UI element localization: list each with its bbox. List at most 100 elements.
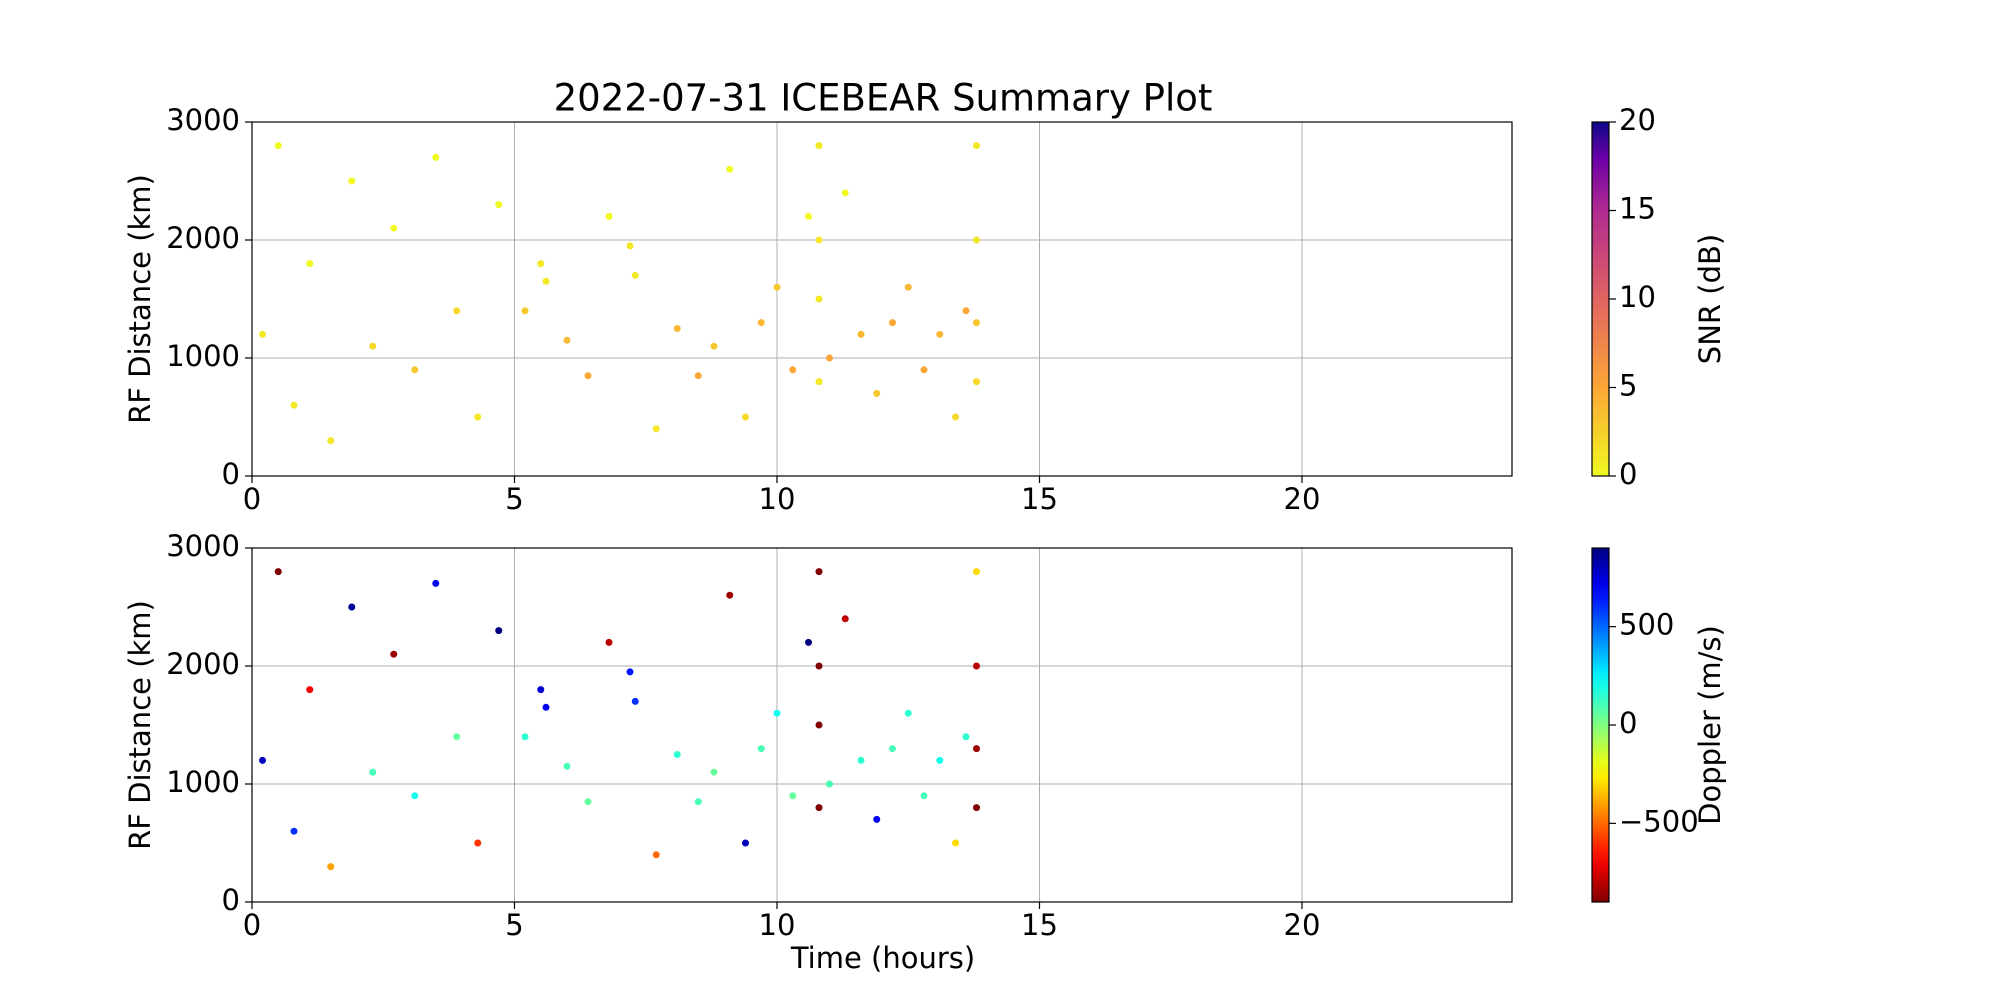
data-point	[390, 224, 398, 232]
data-point	[474, 413, 482, 421]
colorbar-tick-label: 500	[1619, 608, 1674, 642]
data-point	[815, 568, 823, 576]
x-tick-label: 15	[1021, 908, 1058, 942]
colorbar-tick-label: 20	[1619, 103, 1656, 137]
colorbar	[1591, 121, 1610, 477]
data-point	[694, 798, 702, 806]
data-point	[815, 378, 823, 386]
data-point	[815, 236, 823, 244]
x-tick-label: 20	[1284, 482, 1321, 516]
data-point	[537, 686, 545, 694]
plot-frame	[251, 547, 1513, 903]
data-point	[757, 745, 765, 753]
data-point	[789, 366, 797, 374]
data-point	[973, 378, 980, 386]
data-point	[857, 756, 865, 764]
colorbar-tick-label: 15	[1619, 192, 1656, 226]
x-axis-label: Time (hours)	[790, 941, 975, 975]
data-point	[274, 568, 282, 576]
data-point	[327, 863, 335, 871]
data-point	[348, 177, 356, 185]
data-point	[453, 733, 461, 741]
x-tick-label: 0	[243, 908, 261, 942]
data-point	[626, 242, 634, 250]
y-tick-label: 2000	[166, 647, 240, 681]
data-point	[631, 271, 639, 279]
chart-title: 2022-07-31 ICEBEAR Summary Plot	[554, 77, 1213, 120]
data-point	[274, 142, 282, 150]
data-point	[873, 815, 881, 823]
x-tick-label: 15	[1021, 482, 1058, 516]
data-point	[757, 319, 765, 327]
y-tick-label: 3000	[166, 103, 240, 137]
data-point	[889, 745, 896, 753]
data-point	[605, 638, 613, 646]
colorbar-tick-label: 5	[1619, 369, 1637, 403]
data-point	[973, 662, 980, 670]
y-tick-label: 3000	[166, 529, 240, 563]
data-point	[626, 668, 634, 676]
y-tick-label: 0	[222, 457, 240, 491]
data-point	[815, 142, 823, 150]
colorbar-tick-label: 10	[1619, 280, 1656, 314]
data-point	[742, 413, 749, 421]
data-point	[563, 336, 571, 344]
data-point	[474, 839, 482, 847]
data-point	[411, 792, 419, 800]
data-point	[973, 236, 980, 244]
colorbar	[1591, 547, 1610, 903]
x-tick-label: 20	[1284, 908, 1321, 942]
data-point	[605, 212, 613, 220]
data-point	[815, 662, 823, 670]
colorbar-tick-label: 0	[1619, 457, 1637, 491]
data-point	[290, 827, 298, 835]
data-point	[742, 839, 749, 847]
data-point	[432, 153, 440, 161]
data-point	[652, 425, 660, 433]
data-point	[290, 401, 298, 409]
data-point	[542, 703, 550, 711]
data-point	[306, 686, 314, 694]
data-point	[904, 283, 912, 291]
data-point	[920, 792, 928, 800]
data-point	[495, 627, 503, 635]
data-point	[789, 792, 797, 800]
data-point	[815, 721, 823, 729]
data-point	[726, 165, 734, 173]
data-point	[805, 638, 812, 646]
data-point	[327, 437, 335, 445]
y-axis-label: RF Distance (km)	[123, 600, 157, 850]
data-point	[857, 330, 865, 338]
data-point	[826, 354, 833, 362]
colorbar-tick-label: −500	[1619, 804, 1699, 838]
data-point	[348, 603, 356, 611]
data-point	[962, 733, 970, 741]
data-point	[952, 413, 959, 421]
data-point	[631, 697, 639, 705]
x-tick-label: 10	[759, 908, 796, 942]
data-point	[936, 330, 944, 338]
data-point	[805, 212, 812, 220]
data-point	[673, 325, 681, 332]
x-tick-label: 10	[759, 482, 796, 516]
data-point	[973, 745, 980, 753]
data-point	[673, 751, 681, 758]
data-point	[904, 709, 912, 717]
data-point	[411, 366, 419, 374]
data-point	[815, 295, 823, 303]
data-point	[841, 189, 849, 197]
data-point	[973, 804, 980, 812]
y-tick-label: 1000	[166, 765, 240, 799]
data-point	[826, 780, 833, 788]
data-point	[521, 307, 529, 315]
data-point	[710, 768, 718, 776]
plot-frame	[251, 121, 1513, 477]
y-tick-label: 2000	[166, 221, 240, 255]
data-point	[306, 260, 314, 268]
data-point	[841, 615, 849, 623]
data-point	[369, 768, 377, 776]
x-tick-label: 0	[243, 482, 261, 516]
colorbar-label: Doppler (m/s)	[1693, 625, 1727, 825]
data-point	[773, 283, 781, 291]
